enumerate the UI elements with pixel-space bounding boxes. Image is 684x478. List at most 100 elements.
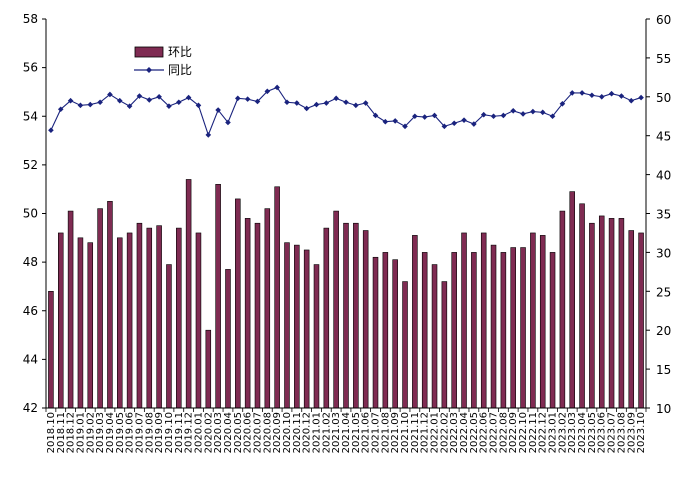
x-tick-label: 2022.01 — [430, 412, 441, 453]
x-tick-label: 2018.11 — [56, 412, 67, 453]
line-point-2018.11 — [57, 106, 64, 113]
line-point-2021.05 — [353, 102, 359, 109]
x-tick-label: 2020.05 — [233, 412, 244, 453]
bar-2023.01 — [549, 252, 556, 409]
x-tick-label: 2022.12 — [538, 412, 549, 453]
x-tick-label: 2019.09 — [154, 412, 165, 453]
line-point-2021.03 — [333, 95, 339, 102]
bar-2018.10 — [48, 290, 54, 409]
bar-2021.11 — [412, 235, 418, 409]
x-tick-label: 2020.08 — [262, 412, 273, 453]
left-tick-label: 46 — [23, 304, 38, 318]
line-point-2021.09 — [392, 118, 398, 124]
x-tick-label: 2019.12 — [184, 412, 195, 453]
line-point-2020.05 — [235, 95, 241, 102]
left-tick-label: 52 — [23, 158, 38, 172]
right-tick-label: 60 — [656, 13, 671, 27]
legend: 环比 同比 — [134, 45, 192, 77]
bar-2020.05 — [235, 198, 241, 409]
x-tick-label: 2018.12 — [66, 412, 77, 453]
line-point-2020.08 — [264, 88, 271, 95]
x-tick-label: 2021.11 — [410, 412, 421, 453]
line-point-2019.05 — [116, 97, 123, 104]
line-point-2020.10 — [284, 99, 290, 106]
line-point-2020.02 — [205, 132, 212, 138]
x-tick-label: 2022.07 — [489, 412, 500, 453]
bar-2020.01 — [195, 232, 202, 409]
bar-2019.05 — [117, 237, 123, 409]
x-tick-label: 2021.07 — [371, 412, 382, 453]
line-point-2022.01 — [431, 112, 438, 119]
line-point-2021.02 — [323, 100, 330, 106]
line-point-2020.01 — [195, 102, 202, 109]
x-tick-label: 2022.05 — [469, 412, 480, 453]
line-point-2023.09 — [628, 97, 635, 104]
x-tick-label: 2023.02 — [557, 412, 568, 453]
left-tick-label: 50 — [23, 207, 38, 221]
legend-swatch-marker — [146, 67, 152, 73]
bar-2021.02 — [323, 227, 330, 409]
line-point-2021.04 — [343, 99, 349, 106]
x-tick-label: 2020.06 — [243, 412, 254, 453]
x-tick-label: 2023.01 — [548, 412, 559, 453]
bar-2021.08 — [382, 252, 389, 409]
line-point-2020.03 — [215, 107, 221, 113]
bar-2021.07 — [372, 256, 379, 409]
x-tick-label: 2021.03 — [331, 412, 342, 453]
left-tick-label: 58 — [23, 12, 38, 26]
x-tick-label: 2021.10 — [400, 412, 411, 453]
line-point-2021.12 — [421, 114, 428, 120]
x-tick-label: 2022.02 — [439, 412, 450, 453]
bar-2019.07 — [136, 222, 143, 409]
line-point-2023.06 — [598, 94, 605, 100]
left-tick-label: 44 — [23, 352, 38, 366]
bar-2021.04 — [343, 222, 349, 409]
x-tick-label: 2020.02 — [203, 412, 214, 453]
line-point-2022.10 — [520, 111, 526, 117]
left-tick-label: 56 — [23, 61, 38, 75]
line-point-2022.04 — [461, 117, 467, 123]
x-tick-label: 2019.08 — [144, 412, 155, 453]
right-tick-label: 55 — [656, 52, 671, 66]
legend-swatch-bar — [134, 46, 164, 58]
bar-2023.08 — [618, 218, 625, 409]
x-tick-label: 2023.04 — [577, 412, 588, 453]
x-tick-label: 2020.09 — [272, 412, 283, 453]
line-point-2022.03 — [451, 120, 457, 127]
bar-2021.09 — [392, 259, 398, 409]
x-tick-label: 2019.04 — [105, 412, 116, 453]
bar-2020.04 — [225, 269, 231, 409]
line-point-2018.10 — [48, 127, 54, 134]
line-point-2023.01 — [549, 113, 556, 120]
x-axis-ticks: 2018.102018.112018.122019.012019.022019.… — [45, 408, 647, 453]
bar-2023.03 — [569, 191, 575, 409]
line-point-2021.01 — [313, 101, 320, 108]
right-tick-label: 45 — [656, 130, 671, 144]
line-point-2021.06 — [362, 100, 369, 106]
bar-2021.12 — [421, 252, 428, 409]
bar-2021.06 — [362, 230, 369, 409]
line-point-2022.12 — [539, 109, 546, 116]
line-point-2023.10 — [638, 94, 644, 101]
right-axis-ticks: 10 15 20 25 30 35 40 45 50 55 60 — [646, 13, 671, 416]
x-tick-label: 2021.04 — [341, 412, 352, 453]
x-tick-label: 2019.06 — [125, 412, 136, 453]
bar-2022.08 — [500, 252, 507, 409]
bar-2020.08 — [264, 208, 271, 409]
bar-2020.09 — [274, 186, 280, 409]
bar-2020.02 — [205, 329, 212, 409]
line-point-2022.06 — [480, 111, 487, 118]
bar-2019.11 — [176, 227, 182, 409]
line-point-2021.08 — [382, 118, 389, 125]
legend-label-line: 同比 — [168, 63, 192, 77]
x-tick-label: 2023.03 — [567, 412, 578, 453]
bar-2022.11 — [530, 232, 536, 409]
bar-2023.09 — [628, 230, 635, 409]
bar-2022.06 — [480, 232, 487, 409]
x-tick-label: 2023.10 — [636, 412, 647, 453]
bar-2020.10 — [284, 242, 290, 409]
left-axis-ticks: 42 44 46 48 50 52 54 56 58 — [23, 12, 46, 415]
line-point-2020.12 — [303, 105, 310, 112]
x-tick-label: 2022.11 — [528, 412, 539, 453]
bar-2023.06 — [598, 215, 605, 409]
